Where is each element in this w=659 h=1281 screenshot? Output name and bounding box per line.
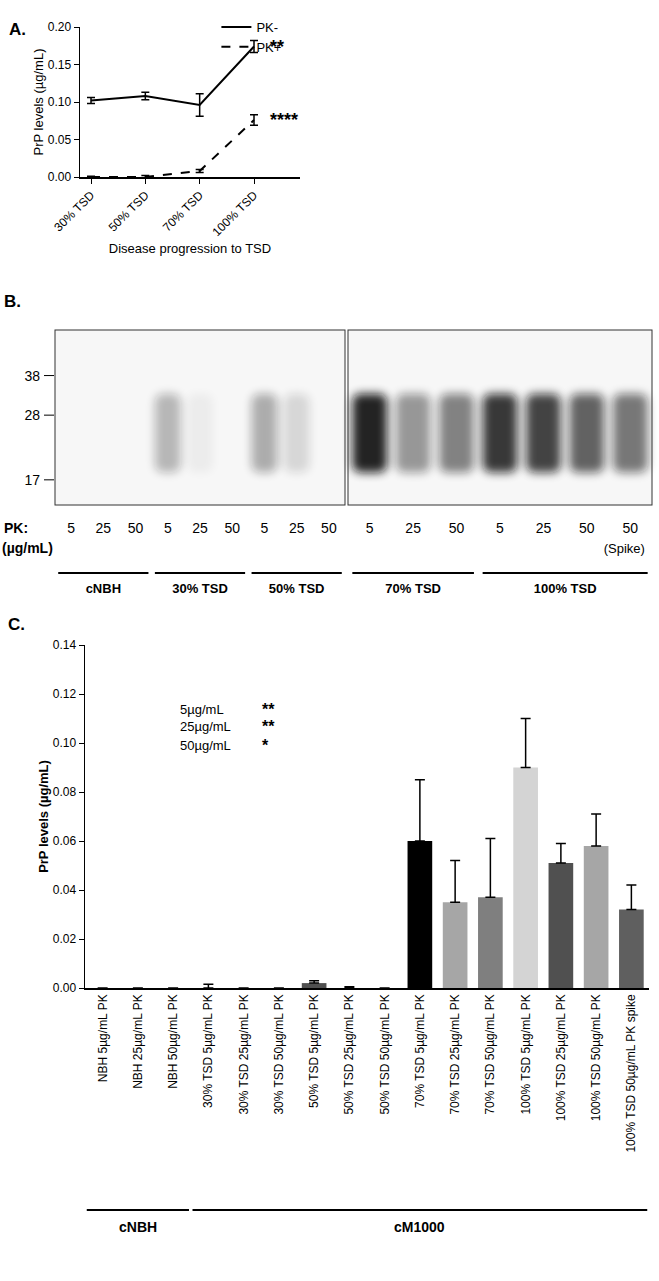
svg-text:30% TSD: 30% TSD <box>172 581 228 596</box>
svg-text:30% TSD 5µg/mL PK: 30% TSD 5µg/mL PK <box>201 994 215 1108</box>
svg-text:100% TSD 50µg/mL PK: 100% TSD 50µg/mL PK <box>589 994 603 1121</box>
svg-text:70% TSD 50µg/mL PK: 70% TSD 50µg/mL PK <box>483 994 497 1114</box>
svg-text:**: ** <box>262 701 275 718</box>
svg-text:70% TSD: 70% TSD <box>385 581 441 596</box>
svg-text:NBH 5µg/mL PK: NBH 5µg/mL PK <box>96 994 110 1082</box>
svg-text:0.14: 0.14 <box>53 638 77 652</box>
svg-text:25: 25 <box>192 520 208 536</box>
svg-text:100% TSD: 100% TSD <box>210 188 261 239</box>
svg-text:0.15: 0.15 <box>48 58 72 72</box>
svg-text:50: 50 <box>579 520 595 536</box>
svg-text:PrP levels (µg/mL): PrP levels (µg/mL) <box>36 760 51 873</box>
svg-text:0.10: 0.10 <box>48 95 72 109</box>
svg-text:5: 5 <box>496 520 504 536</box>
svg-text:25: 25 <box>405 520 421 536</box>
svg-text:50: 50 <box>321 520 337 536</box>
svg-text:50: 50 <box>622 520 638 536</box>
svg-text:50% TSD: 50% TSD <box>106 188 152 234</box>
svg-text:30% TSD: 30% TSD <box>51 188 97 234</box>
svg-text:25: 25 <box>536 520 552 536</box>
svg-text:38: 38 <box>24 368 40 384</box>
svg-text:(µg/mL): (µg/mL) <box>2 540 53 556</box>
svg-text:0.02: 0.02 <box>53 932 77 946</box>
svg-text:70% TSD: 70% TSD <box>160 188 206 234</box>
svg-text:100% TSD 50µg/mL PK spike: 100% TSD 50µg/mL PK spike <box>624 994 638 1153</box>
svg-text:100% TSD 25µg/mL PK: 100% TSD 25µg/mL PK <box>554 994 568 1121</box>
svg-text:*: * <box>262 737 269 754</box>
svg-text:0.05: 0.05 <box>48 133 72 147</box>
svg-text:0.08: 0.08 <box>53 785 77 799</box>
svg-text:28: 28 <box>24 407 40 423</box>
svg-text:100% TSD: 100% TSD <box>534 581 597 596</box>
svg-text:50: 50 <box>224 520 240 536</box>
svg-text:PrP levels (µg/mL): PrP levels (µg/mL) <box>31 49 46 156</box>
svg-text:0.20: 0.20 <box>48 20 72 34</box>
svg-text:50µg/mL: 50µg/mL <box>180 738 231 753</box>
svg-text:70% TSD 25µg/mL PK: 70% TSD 25µg/mL PK <box>448 994 462 1114</box>
svg-text:25: 25 <box>96 520 112 536</box>
svg-text:Disease progression to TSD: Disease progression to TSD <box>109 241 271 256</box>
svg-text:**: ** <box>262 718 275 735</box>
svg-text:5: 5 <box>366 520 374 536</box>
svg-text:25: 25 <box>289 520 305 536</box>
svg-text:0.12: 0.12 <box>53 687 77 701</box>
svg-text:50: 50 <box>128 520 144 536</box>
svg-text:5µg/mL: 5µg/mL <box>180 702 224 717</box>
svg-text:25µg/mL: 25µg/mL <box>180 719 231 734</box>
svg-text:(Spike): (Spike) <box>604 541 645 556</box>
svg-text:NBH 25µg/mL PK: NBH 25µg/mL PK <box>131 994 145 1089</box>
svg-text:cNBH: cNBH <box>119 1219 157 1235</box>
svg-text:70% TSD 5µg/mL PK: 70% TSD 5µg/mL PK <box>413 994 427 1108</box>
svg-text:C.: C. <box>8 615 25 634</box>
svg-text:cNBH: cNBH <box>86 581 121 596</box>
svg-text:17: 17 <box>24 472 40 488</box>
svg-text:**: ** <box>270 37 284 57</box>
svg-text:0.00: 0.00 <box>48 170 72 184</box>
svg-text:0.06: 0.06 <box>53 834 77 848</box>
svg-text:50% TSD: 50% TSD <box>269 581 325 596</box>
svg-text:0.00: 0.00 <box>53 981 77 995</box>
svg-text:cM1000: cM1000 <box>394 1219 445 1235</box>
svg-text:50% TSD 25µg/mL PK: 50% TSD 25µg/mL PK <box>342 994 356 1114</box>
svg-text:50: 50 <box>449 520 465 536</box>
svg-text:PK+: PK+ <box>256 40 281 55</box>
svg-text:****: **** <box>270 110 298 130</box>
svg-text:NBH 50µg/mL PK: NBH 50µg/mL PK <box>166 994 180 1089</box>
svg-text:5: 5 <box>67 520 75 536</box>
svg-text:50% TSD 5µg/mL PK: 50% TSD 5µg/mL PK <box>307 994 321 1108</box>
svg-text:5: 5 <box>261 520 269 536</box>
svg-text:30% TSD 25µg/mL PK: 30% TSD 25µg/mL PK <box>237 994 251 1114</box>
svg-text:30% TSD 50µg/mL PK: 30% TSD 50µg/mL PK <box>272 994 286 1114</box>
svg-text:0.10: 0.10 <box>53 736 77 750</box>
svg-text:A.: A. <box>9 20 26 39</box>
svg-text:0.04: 0.04 <box>53 883 77 897</box>
svg-text:50% TSD 50µg/mL PK: 50% TSD 50µg/mL PK <box>378 994 392 1114</box>
svg-text:PK-: PK- <box>256 20 278 35</box>
svg-text:100% TSD 5µg/mL PK: 100% TSD 5µg/mL PK <box>519 994 533 1114</box>
svg-text:PK:: PK: <box>4 520 28 536</box>
svg-text:5: 5 <box>164 520 172 536</box>
svg-text:B.: B. <box>4 292 21 311</box>
